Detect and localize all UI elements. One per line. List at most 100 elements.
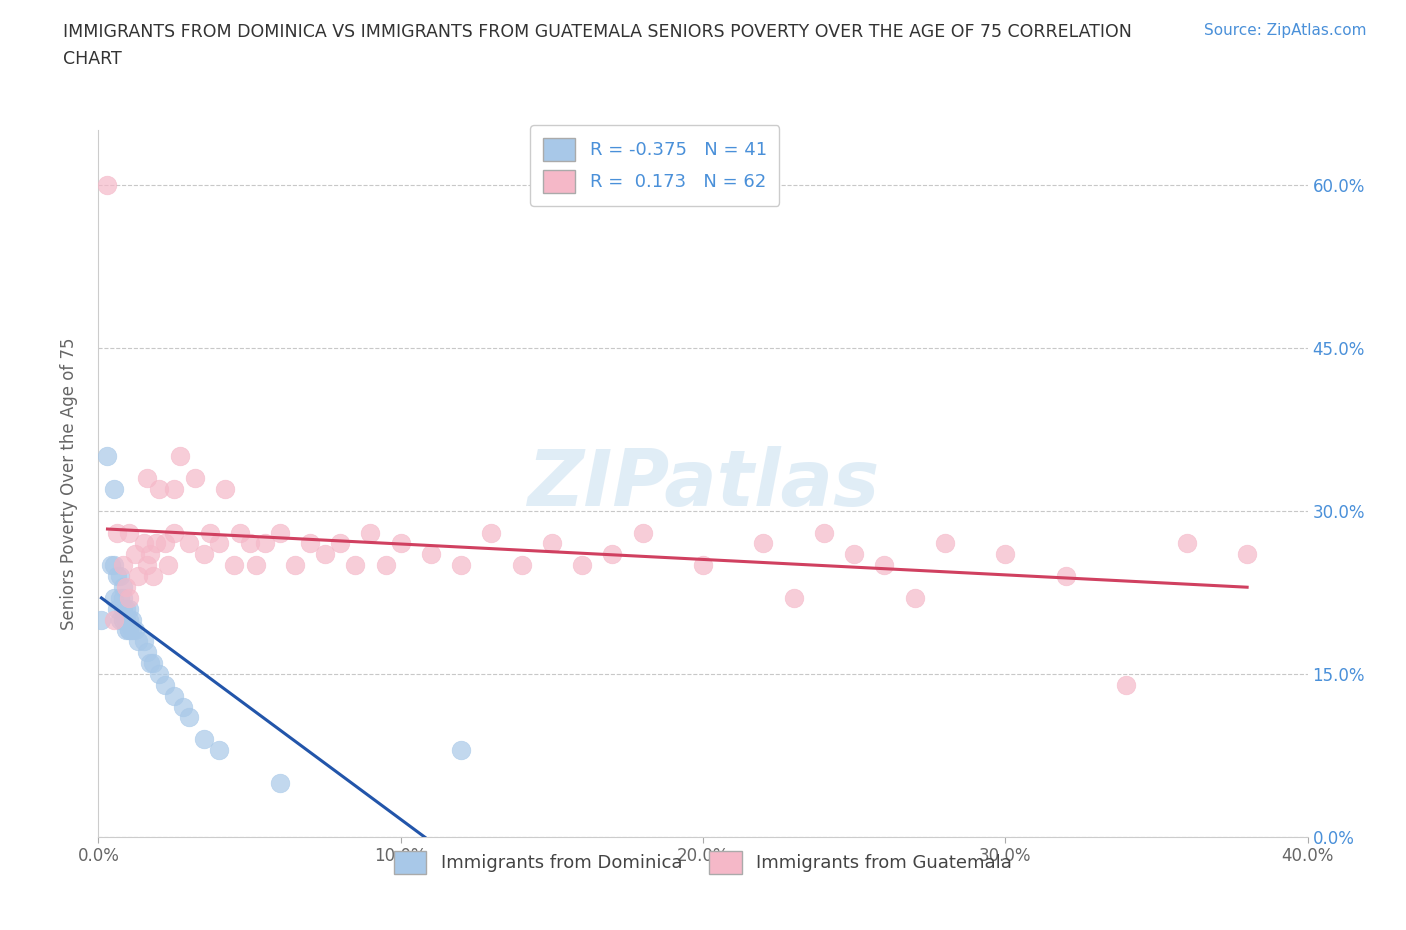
Point [813, 525, 835, 540]
Point [90, 612, 112, 627]
Point [540, 536, 562, 551]
Point [179, 536, 201, 551]
Point [389, 536, 412, 551]
Point [163, 525, 186, 540]
Point [127, 634, 149, 649]
Point [1236, 547, 1258, 562]
Point [873, 558, 896, 573]
Point [193, 547, 215, 562]
Point [169, 449, 191, 464]
Point [904, 591, 927, 605]
Point [114, 601, 136, 616]
Point [114, 612, 136, 627]
Point [100, 558, 122, 573]
Point [602, 547, 624, 562]
Point [752, 536, 775, 551]
Point [214, 482, 236, 497]
Point [224, 558, 246, 573]
Point [118, 525, 141, 540]
Point [994, 547, 1017, 562]
Point [145, 536, 167, 551]
Point [208, 536, 231, 551]
Point [114, 612, 136, 627]
Point [314, 547, 336, 562]
Text: IMMIGRANTS FROM DOMINICA VS IMMIGRANTS FROM GUATEMALA SENIORS POVERTY OVER THE A: IMMIGRANTS FROM DOMINICA VS IMMIGRANTS F… [63, 23, 1132, 68]
Point [245, 558, 267, 573]
Point [96, 449, 118, 464]
Point [208, 742, 231, 757]
Point [118, 601, 141, 616]
Point [844, 547, 866, 562]
Point [135, 471, 157, 485]
Point [142, 568, 165, 583]
Point [108, 568, 131, 583]
Point [344, 558, 367, 573]
Point [124, 623, 146, 638]
Point [193, 732, 215, 747]
Point [111, 579, 134, 594]
Point [132, 634, 155, 649]
Point [239, 536, 262, 551]
Point [121, 623, 143, 638]
Point [118, 591, 141, 605]
Point [163, 688, 186, 703]
Point [329, 536, 352, 551]
Point [103, 482, 125, 497]
Point [253, 536, 276, 551]
Point [132, 536, 155, 551]
Point [153, 677, 176, 692]
Text: Source: ZipAtlas.com: Source: ZipAtlas.com [1204, 23, 1367, 38]
Point [103, 591, 125, 605]
Legend: Immigrants from Dominica, Immigrants from Guatemala: Immigrants from Dominica, Immigrants fro… [387, 844, 1019, 881]
Point [481, 525, 503, 540]
Point [148, 667, 170, 682]
Point [229, 525, 252, 540]
Point [124, 547, 146, 562]
Point [103, 558, 125, 573]
Point [631, 525, 654, 540]
Point [121, 612, 143, 627]
Point [360, 525, 382, 540]
Point [148, 482, 170, 497]
Point [114, 623, 136, 638]
Point [269, 525, 291, 540]
Point [105, 568, 128, 583]
Point [692, 558, 714, 573]
Point [200, 525, 222, 540]
Text: ZIPatlas: ZIPatlas [527, 445, 879, 522]
Point [571, 558, 593, 573]
Point [184, 471, 207, 485]
Point [118, 612, 141, 627]
Point [111, 601, 134, 616]
Point [284, 558, 307, 573]
Point [103, 612, 125, 627]
Point [139, 656, 162, 671]
Point [783, 591, 806, 605]
Point [111, 612, 134, 627]
Point [105, 525, 128, 540]
Point [510, 558, 533, 573]
Point [118, 623, 141, 638]
Y-axis label: Seniors Poverty Over the Age of 75: Seniors Poverty Over the Age of 75 [59, 338, 77, 630]
Point [111, 558, 134, 573]
Point [420, 547, 443, 562]
Point [108, 591, 131, 605]
Point [96, 177, 118, 192]
Point [269, 776, 291, 790]
Point [450, 742, 472, 757]
Point [139, 547, 162, 562]
Point [1175, 536, 1198, 551]
Point [172, 699, 194, 714]
Point [135, 558, 157, 573]
Point [127, 568, 149, 583]
Point [135, 644, 157, 659]
Point [111, 591, 134, 605]
Point [450, 558, 472, 573]
Point [105, 601, 128, 616]
Point [934, 536, 956, 551]
Point [118, 623, 141, 638]
Point [108, 612, 131, 627]
Point [111, 612, 134, 627]
Point [142, 656, 165, 671]
Point [374, 558, 396, 573]
